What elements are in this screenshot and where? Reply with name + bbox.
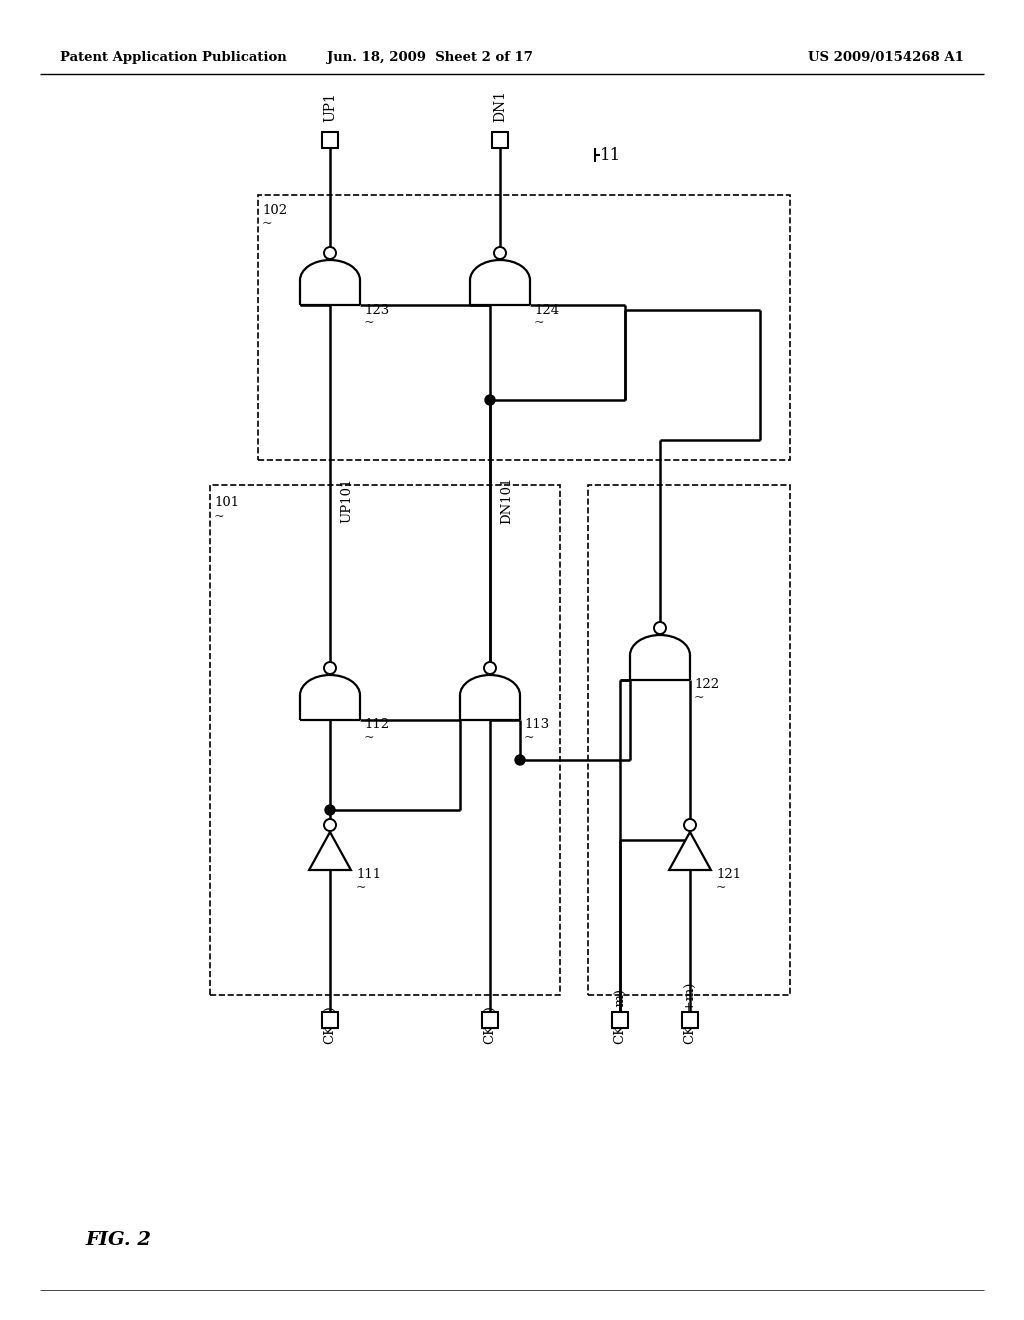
Circle shape <box>324 818 336 832</box>
Text: ~: ~ <box>534 317 545 330</box>
Text: DN101: DN101 <box>500 477 513 524</box>
Text: US 2009/0154268 A1: US 2009/0154268 A1 <box>808 51 964 65</box>
Circle shape <box>325 805 335 814</box>
Bar <box>612 1012 628 1028</box>
Polygon shape <box>669 832 711 870</box>
Text: 112: 112 <box>364 718 389 731</box>
Text: 111: 111 <box>356 869 381 882</box>
Text: 102: 102 <box>262 203 287 216</box>
Bar <box>322 1012 338 1028</box>
Circle shape <box>324 663 336 675</box>
Text: ~: ~ <box>214 511 224 524</box>
Text: FIG. 2: FIG. 2 <box>85 1232 151 1249</box>
Text: UP101: UP101 <box>340 478 353 523</box>
Text: 101: 101 <box>214 496 240 510</box>
Text: 122: 122 <box>694 678 719 692</box>
Bar <box>482 1012 498 1028</box>
Circle shape <box>484 663 496 675</box>
Polygon shape <box>309 832 351 870</box>
Text: ~: ~ <box>716 882 726 895</box>
Text: ~: ~ <box>262 218 272 231</box>
Text: DN1: DN1 <box>493 90 507 121</box>
Circle shape <box>494 247 506 259</box>
Text: CK(n): CK(n) <box>483 1005 497 1044</box>
Text: ~: ~ <box>364 317 375 330</box>
Text: CK(n+m): CK(n+m) <box>683 982 696 1044</box>
Text: CK(n-m): CK(n-m) <box>613 987 627 1044</box>
Bar <box>682 1012 698 1028</box>
Circle shape <box>485 395 495 405</box>
Text: 113: 113 <box>524 718 549 731</box>
Text: 121: 121 <box>716 869 741 882</box>
Circle shape <box>324 247 336 259</box>
Text: ~: ~ <box>694 692 705 705</box>
Text: ~: ~ <box>364 731 375 744</box>
Bar <box>258 195 790 459</box>
Text: 123: 123 <box>364 304 389 317</box>
Text: UP1: UP1 <box>323 92 337 121</box>
Text: ~: ~ <box>356 882 367 895</box>
Text: ~: ~ <box>524 731 535 744</box>
Circle shape <box>654 622 666 634</box>
Circle shape <box>684 818 696 832</box>
Text: Patent Application Publication: Patent Application Publication <box>60 51 287 65</box>
Bar <box>588 484 790 995</box>
Bar <box>492 132 508 148</box>
Text: Jun. 18, 2009  Sheet 2 of 17: Jun. 18, 2009 Sheet 2 of 17 <box>327 51 532 65</box>
Bar <box>322 132 338 148</box>
Text: 11: 11 <box>600 147 622 164</box>
Text: CK(1): CK(1) <box>324 1006 337 1044</box>
Bar <box>210 484 560 995</box>
Text: 124: 124 <box>534 304 559 317</box>
Circle shape <box>515 755 525 766</box>
